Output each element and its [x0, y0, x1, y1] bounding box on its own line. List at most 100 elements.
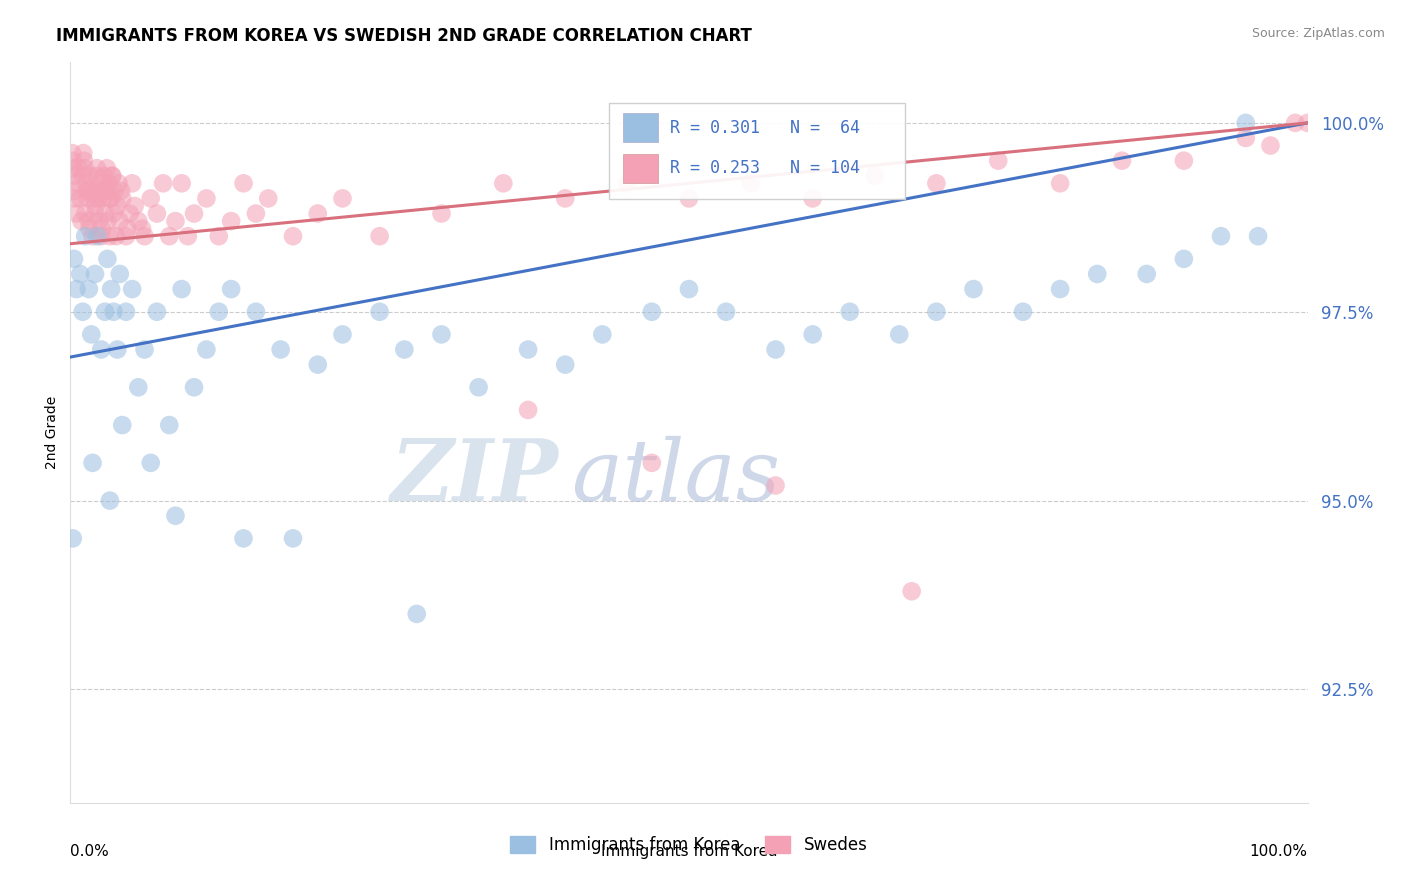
Text: 0.0%: 0.0% [70, 844, 110, 858]
Point [678, 282, 700, 296]
Bar [623, 153, 658, 183]
Point [63, 252, 86, 266]
Point [60, 146, 83, 161]
Point [1209, 229, 1232, 244]
Point [105, 229, 128, 244]
Point [96, 252, 118, 266]
Point [118, 206, 141, 220]
Point [84, 169, 107, 183]
Point [75, 229, 97, 244]
Point [219, 282, 242, 296]
Point [245, 304, 267, 318]
Point [962, 282, 984, 296]
Point [146, 304, 169, 318]
Point [62, 161, 84, 176]
Point [98, 229, 121, 244]
Point [90, 343, 112, 357]
Point [281, 532, 304, 546]
Point [1296, 116, 1319, 130]
Point [105, 343, 128, 357]
Point [1173, 153, 1195, 168]
Point [232, 177, 254, 191]
Point [134, 343, 156, 357]
Point [170, 282, 193, 296]
Point [183, 206, 205, 220]
Point [177, 229, 200, 244]
Point [83, 191, 105, 205]
Point [94, 304, 117, 318]
Point [62, 153, 84, 168]
Point [1136, 267, 1159, 281]
Point [127, 214, 149, 228]
Point [84, 199, 107, 213]
Point [1049, 177, 1071, 191]
Text: ZIP: ZIP [391, 435, 560, 519]
Point [66, 177, 89, 191]
Point [1234, 131, 1257, 145]
Point [115, 221, 138, 235]
Point [100, 191, 122, 205]
Point [889, 327, 911, 342]
Point [157, 229, 180, 244]
Point [1012, 304, 1035, 318]
Point [107, 177, 129, 191]
Point [70, 214, 93, 228]
Point [492, 177, 515, 191]
Point [110, 184, 132, 198]
Point [1234, 116, 1257, 130]
Point [405, 607, 427, 621]
Point [87, 214, 110, 228]
Point [1111, 153, 1133, 168]
Point [65, 191, 87, 205]
Point [63, 184, 86, 198]
Point [80, 184, 103, 198]
Point [86, 191, 108, 205]
Text: Immigrants from Korea: Immigrants from Korea [600, 844, 778, 858]
Point [93, 169, 115, 183]
Point [82, 229, 104, 244]
Point [146, 206, 169, 220]
Point [97, 177, 120, 191]
Point [1260, 138, 1282, 153]
Point [183, 380, 205, 394]
Point [195, 343, 218, 357]
Point [98, 191, 121, 205]
Point [714, 304, 737, 318]
Point [863, 169, 886, 183]
Point [108, 214, 131, 228]
Point [152, 177, 174, 191]
Point [104, 184, 127, 198]
Point [100, 282, 122, 296]
Point [554, 191, 576, 205]
Point [103, 206, 125, 220]
Point [105, 199, 128, 213]
Point [76, 184, 98, 198]
Point [77, 214, 100, 228]
Point [69, 191, 91, 205]
Point [1284, 116, 1306, 130]
Point [67, 161, 90, 176]
Point [801, 191, 824, 205]
Point [517, 343, 540, 357]
Point [89, 177, 111, 191]
Point [591, 327, 613, 342]
Point [94, 206, 117, 220]
Point [430, 206, 453, 220]
Point [103, 304, 125, 318]
Point [96, 184, 118, 198]
Point [73, 161, 96, 176]
Point [765, 478, 787, 492]
Point [257, 191, 280, 205]
Point [307, 206, 329, 220]
Point [245, 206, 267, 220]
Point [232, 532, 254, 546]
Point [76, 191, 98, 205]
Bar [623, 112, 658, 143]
Point [765, 343, 787, 357]
Point [111, 191, 134, 205]
Point [65, 206, 87, 220]
Point [80, 327, 103, 342]
Point [77, 282, 100, 296]
Text: R = 0.253   N = 104: R = 0.253 N = 104 [671, 160, 860, 178]
Point [368, 229, 391, 244]
